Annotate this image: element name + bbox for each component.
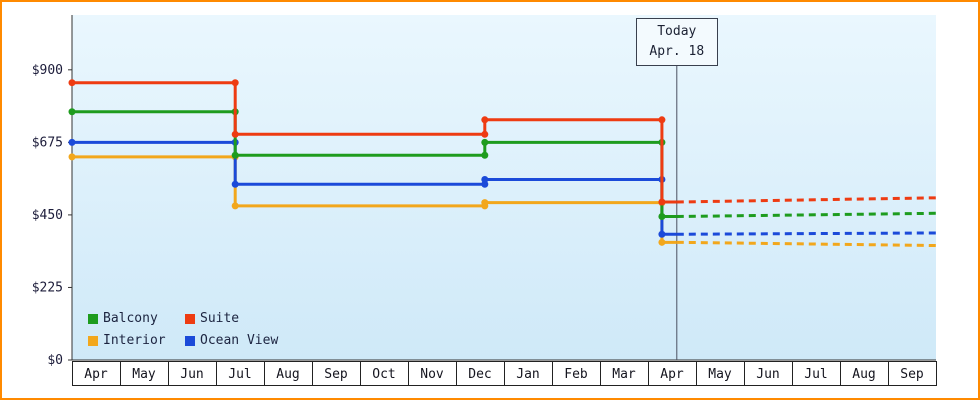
month-cell bbox=[744, 361, 793, 386]
month-label: Sep bbox=[900, 367, 924, 382]
price-point bbox=[68, 108, 76, 116]
today-marker-label: Today Apr. 18 bbox=[635, 18, 718, 67]
legend-item-ocean-view: Ocean View bbox=[185, 333, 278, 348]
legend: Balcony Suite Interior Ocean View bbox=[88, 311, 278, 348]
balcony-swatch-icon bbox=[88, 313, 98, 324]
month-cell bbox=[216, 361, 265, 386]
price-point bbox=[481, 138, 489, 146]
month-cell bbox=[72, 361, 121, 386]
price-point bbox=[231, 151, 239, 159]
month-cell bbox=[264, 361, 313, 386]
ocean-view-swatch-icon bbox=[185, 335, 195, 346]
y-tick-label: $675 bbox=[32, 135, 63, 150]
month-label: Nov bbox=[420, 367, 444, 382]
price-point bbox=[68, 79, 76, 87]
price-point bbox=[231, 180, 239, 188]
month-label: Apr bbox=[660, 367, 684, 382]
price-point bbox=[231, 202, 239, 210]
legend-label-ocean-view: Ocean View bbox=[200, 333, 279, 348]
price-point bbox=[231, 79, 239, 87]
month-label: Mar bbox=[612, 367, 636, 382]
month-cell bbox=[504, 361, 553, 386]
month-cell bbox=[792, 361, 841, 386]
month-label: Apr bbox=[84, 367, 108, 382]
plot-area bbox=[72, 15, 936, 360]
forecast-line bbox=[676, 211, 937, 219]
price-point bbox=[481, 151, 489, 159]
month-cell bbox=[552, 361, 601, 386]
price-point bbox=[481, 116, 489, 124]
month-cell bbox=[648, 361, 697, 386]
price-point bbox=[231, 130, 239, 138]
month-cell bbox=[888, 361, 937, 386]
legend-item-suite: Suite bbox=[185, 311, 278, 326]
y-tick-label: $225 bbox=[32, 280, 63, 295]
price-point bbox=[658, 238, 666, 246]
y-tick-label: $450 bbox=[32, 208, 63, 223]
forecast-line bbox=[676, 196, 937, 204]
legend-label-interior: Interior bbox=[103, 333, 166, 348]
y-tick-label: $0 bbox=[47, 353, 63, 368]
suite-swatch-icon bbox=[185, 313, 195, 324]
y-tick-label: $900 bbox=[32, 63, 63, 78]
month-cell bbox=[408, 361, 457, 386]
price-point bbox=[658, 213, 666, 221]
series-suite bbox=[68, 79, 937, 206]
price-point bbox=[68, 153, 76, 161]
month-cell bbox=[312, 361, 361, 386]
month-label: May bbox=[708, 367, 732, 382]
price-point bbox=[481, 175, 489, 183]
month-label: Jun bbox=[756, 367, 779, 382]
legend-label-suite: Suite bbox=[200, 311, 240, 326]
price-point bbox=[658, 116, 666, 124]
legend-item-interior: Interior bbox=[88, 333, 185, 348]
month-label: Jul bbox=[228, 367, 251, 382]
month-label: Oct bbox=[372, 367, 395, 382]
month-label: Aug bbox=[276, 367, 299, 382]
month-cell bbox=[696, 361, 745, 386]
month-label: Sep bbox=[324, 367, 348, 382]
x-axis-months: Apr May Jun Jul Aug Sep Oct Nov Dec Jan Feb Mar Apr M… bbox=[72, 361, 937, 386]
y-axis-labels: $0 $225 $450 $675 $900 bbox=[32, 63, 72, 368]
today-label-line2: Apr. 18 bbox=[649, 44, 705, 60]
month-label: May bbox=[132, 367, 156, 382]
month-cell bbox=[120, 361, 169, 386]
today-label-line1: Today bbox=[657, 24, 697, 39]
interior-swatch-icon bbox=[88, 335, 98, 346]
month-label: Jul bbox=[804, 367, 827, 382]
price-point bbox=[658, 230, 666, 238]
legend-label-balcony: Balcony bbox=[103, 311, 158, 326]
price-point bbox=[68, 138, 76, 146]
month-cell bbox=[168, 361, 217, 386]
month-label: Dec bbox=[468, 367, 491, 382]
forecast-line bbox=[676, 240, 937, 248]
price-line bbox=[72, 81, 677, 204]
month-label: Jun bbox=[180, 367, 203, 382]
month-cell bbox=[456, 361, 505, 386]
month-label: Feb bbox=[564, 367, 588, 382]
price-point bbox=[481, 199, 489, 207]
legend-item-balcony: Balcony bbox=[88, 311, 185, 326]
month-label: Aug bbox=[852, 367, 875, 382]
forecast-line bbox=[676, 231, 937, 236]
price-point bbox=[481, 130, 489, 138]
price-point bbox=[658, 198, 666, 206]
price-point bbox=[481, 180, 489, 188]
month-label: Jan bbox=[516, 367, 539, 382]
